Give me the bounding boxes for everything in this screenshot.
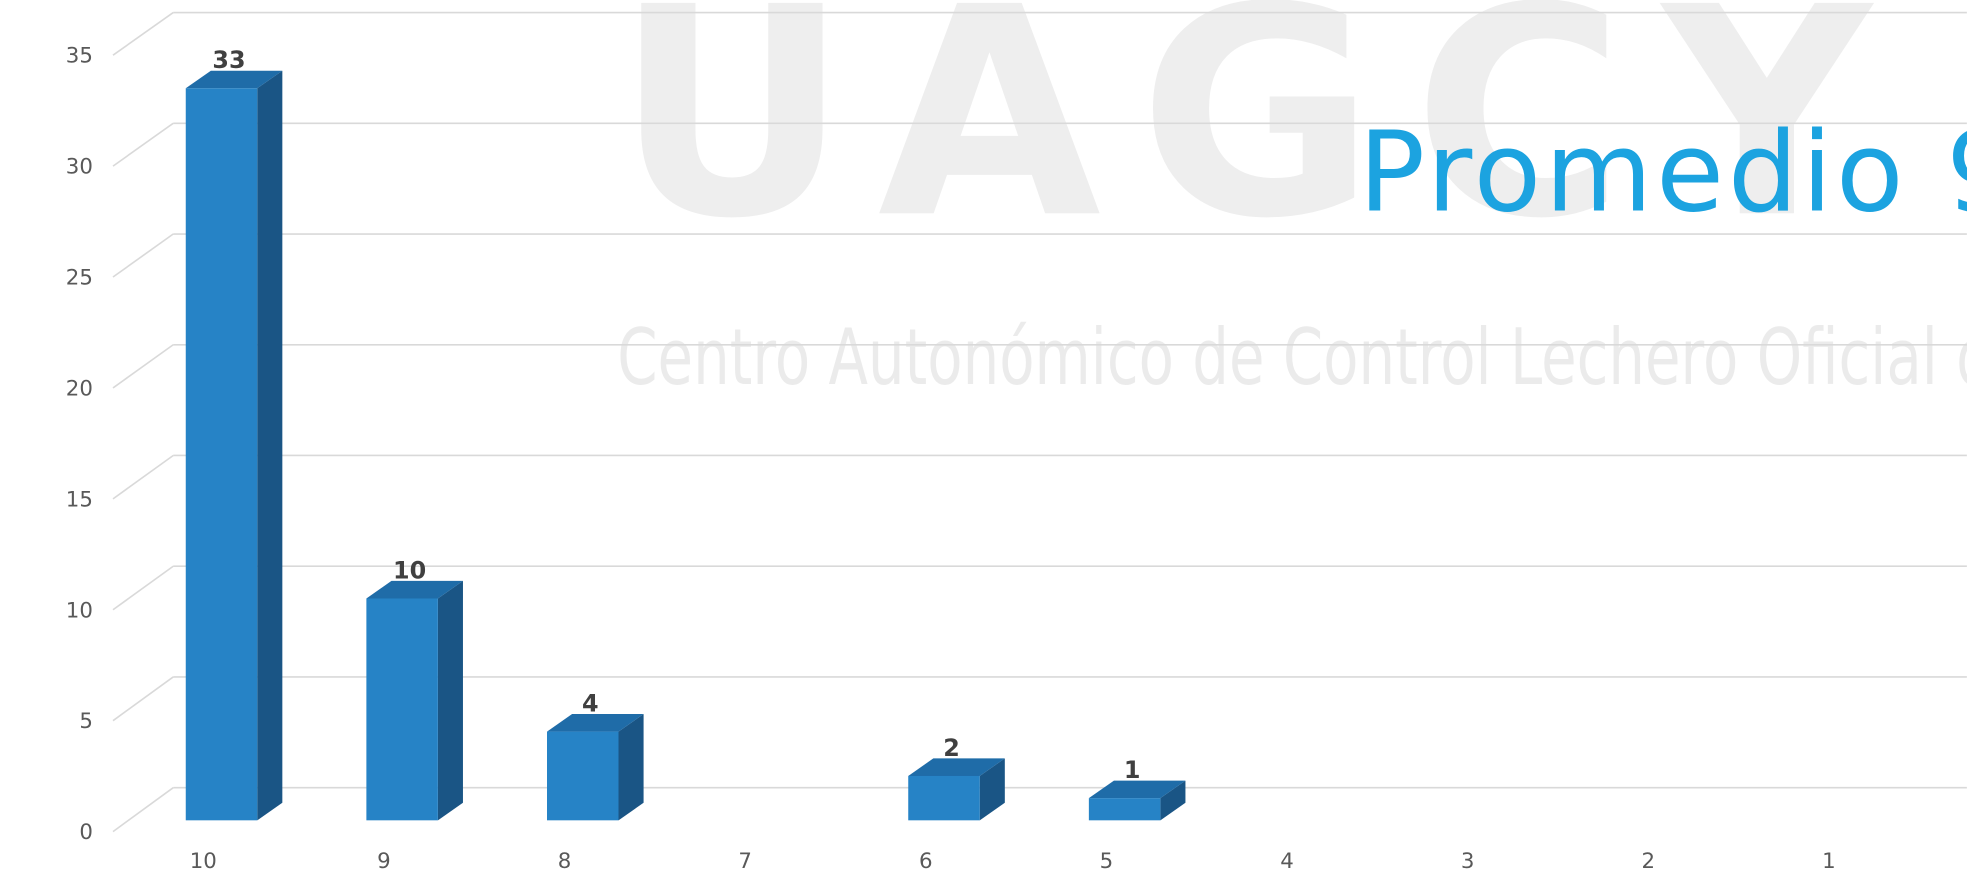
watermark: UAGCY: [615, 0, 1909, 282]
value-label: 4: [582, 690, 599, 718]
chart-title: Promedio 9: [1359, 110, 1967, 238]
bar-top: [1088, 780, 1186, 799]
bar-top: [185, 70, 283, 89]
bar-top: [547, 714, 644, 732]
grid-diagonal: [112, 233, 174, 278]
bar: [1088, 798, 1161, 821]
y-tick-label: 25: [66, 266, 93, 291]
bar: [366, 598, 438, 821]
bar: [908, 775, 980, 821]
grid-diagonal: [112, 344, 174, 389]
x-tick-label: 7: [738, 849, 752, 873]
grid-diagonal: [112, 787, 174, 833]
grid-diagonal: [112, 565, 174, 611]
bar-side: [437, 580, 463, 821]
x-tick-label: 3: [1461, 849, 1475, 873]
value-label: 10: [393, 556, 426, 584]
y-tick-label: 0: [79, 820, 93, 845]
x-tick-label: 9: [377, 849, 391, 873]
grid-diagonal: [112, 11, 174, 56]
x-tick-label: 2: [1642, 849, 1656, 873]
y-tick-label: 30: [66, 155, 93, 180]
value-label: 33: [212, 46, 245, 74]
bar-side: [618, 714, 644, 821]
y-tick-label: 20: [66, 376, 93, 401]
y-tick-label: 15: [66, 487, 93, 512]
x-tick-label: 4: [1280, 849, 1294, 873]
x-tick-label: 8: [558, 849, 572, 873]
bar-side: [979, 758, 1005, 821]
bar-side: [1160, 780, 1186, 821]
grid-diagonal: [112, 676, 174, 722]
bar-side: [257, 70, 283, 821]
x-tick-label: 5: [1100, 849, 1114, 873]
bar-top: [366, 580, 463, 599]
bar: [185, 88, 258, 821]
grid-diagonal: [112, 454, 174, 500]
y-tick-label: 5: [79, 709, 93, 734]
grid-diagonal: [112, 122, 174, 167]
value-label: 1: [1124, 756, 1141, 784]
bar: [547, 731, 619, 821]
x-tick-label: 6: [919, 849, 933, 873]
x-tick-label: 10: [190, 849, 217, 873]
y-tick-label: 35: [66, 44, 93, 69]
y-tick-label: 10: [66, 598, 93, 623]
bar-top: [908, 758, 1005, 776]
watermark-subtitle: Centro Autonómico de Control Lechero Ofi…: [617, 313, 1967, 403]
value-label: 2: [943, 734, 960, 762]
x-tick-label: 1: [1822, 849, 1836, 873]
